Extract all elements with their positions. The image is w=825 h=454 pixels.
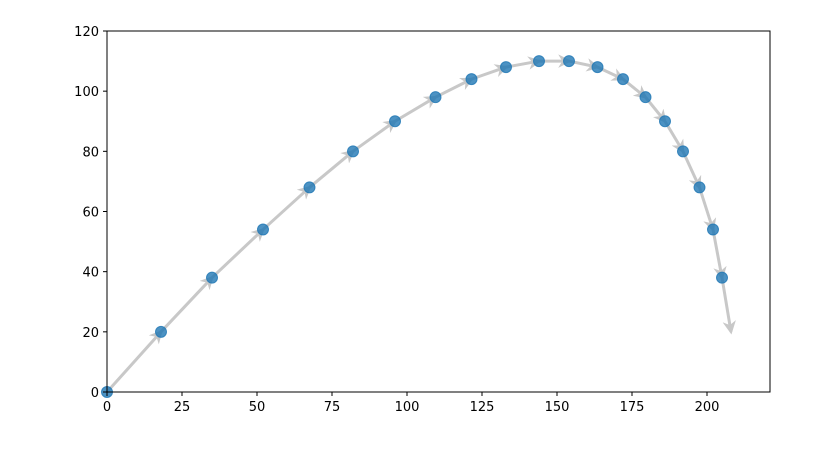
velocity-arrow — [308, 149, 356, 189]
data-point — [617, 73, 629, 86]
data-point — [563, 55, 575, 68]
velocity-arrow — [105, 329, 163, 394]
data-point — [257, 223, 269, 236]
velocity-arrow — [210, 227, 265, 279]
data-point — [155, 325, 167, 338]
y-tick-label: 100 — [74, 85, 99, 100]
data-point — [693, 181, 706, 194]
x-tick-label: 50 — [249, 400, 266, 415]
velocity-arrow — [159, 275, 214, 333]
y-axis: 0 20 40 60 80 100 120 — [74, 25, 107, 401]
y-tick-label: 80 — [82, 145, 99, 160]
data-point — [716, 271, 728, 284]
x-tick-label: 0 — [103, 400, 111, 415]
x-tick-label: 175 — [620, 400, 645, 415]
x-tick-label: 150 — [545, 400, 570, 415]
velocity-arrow — [681, 150, 702, 190]
data-point — [639, 91, 652, 104]
data-point — [389, 115, 401, 128]
velocity-arrow — [434, 77, 474, 99]
point-layer — [101, 55, 728, 398]
data-point — [206, 271, 218, 284]
x-tick-label: 200 — [695, 400, 720, 415]
velocity-arrow — [711, 229, 727, 281]
x-axis: 0 25 50 75 100 125 150 175 200 — [103, 392, 720, 415]
data-point — [591, 61, 604, 74]
velocity-arrow — [394, 95, 438, 123]
x-tick-label: 100 — [395, 400, 420, 415]
data-point — [659, 115, 671, 128]
data-point — [465, 73, 478, 86]
plot-frame — [106, 30, 771, 393]
y-tick-label: 0 — [91, 386, 99, 401]
velocity-arrow — [720, 277, 736, 335]
data-point — [347, 145, 359, 158]
velocity-arrow — [698, 186, 717, 233]
data-point — [533, 55, 545, 68]
data-point — [677, 145, 689, 158]
y-tick-label: 120 — [74, 25, 99, 40]
velocity-arrow — [352, 119, 398, 153]
data-point — [429, 91, 442, 104]
x-tick-label: 75 — [324, 400, 341, 415]
y-tick-label: 20 — [82, 326, 99, 341]
x-tick-label: 125 — [470, 400, 495, 415]
y-tick-label: 60 — [82, 206, 99, 221]
velocity-arrow — [471, 64, 509, 81]
x-tick-label: 25 — [174, 400, 191, 415]
y-tick-label: 40 — [82, 266, 99, 281]
data-point — [707, 223, 719, 236]
data-point — [303, 181, 316, 194]
data-point — [500, 61, 512, 74]
velocity-arrow — [261, 185, 312, 231]
arrow-layer — [105, 54, 736, 394]
